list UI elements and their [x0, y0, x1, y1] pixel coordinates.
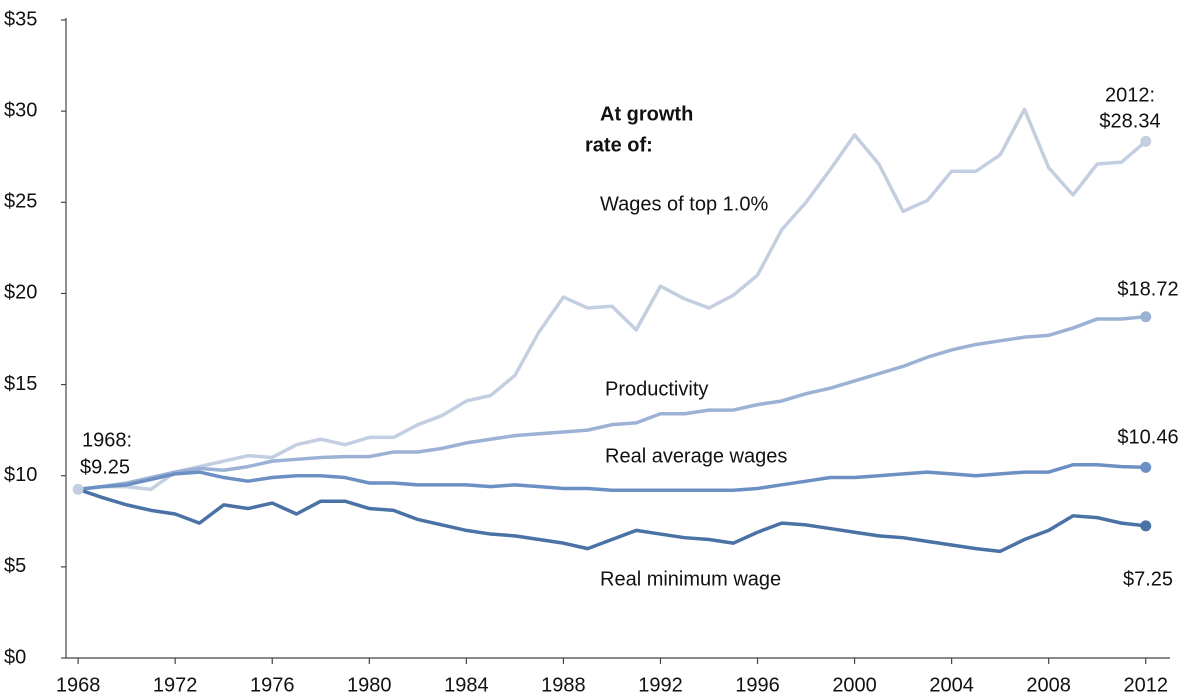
start-marker: [72, 483, 84, 495]
y-tick-label: $10: [4, 464, 37, 486]
y-tick-label: $0: [4, 646, 26, 668]
annotation: $18.72: [1117, 278, 1178, 300]
x-tick-label: 1988: [541, 674, 586, 696]
series-line: [77, 463, 1146, 493]
annotation: $9.25: [80, 456, 130, 478]
y-tick-label: $20: [4, 282, 37, 304]
x-tick-label: 1972: [153, 674, 198, 696]
annotation: 2012:: [1105, 84, 1155, 106]
series-label: Wages of top 1.0%: [600, 193, 768, 215]
y-tick-label: $25: [4, 191, 37, 213]
y-tick-label: $35: [4, 8, 37, 30]
end-marker: [1140, 135, 1152, 147]
end-marker: [1140, 461, 1152, 473]
x-tick-label: 2004: [929, 674, 974, 696]
y-tick-label: $5: [4, 555, 26, 577]
x-tick-label: 1980: [347, 674, 392, 696]
x-tick-label: 1992: [638, 674, 683, 696]
x-tick-label: 1976: [250, 674, 295, 696]
x-tick-label: 2008: [1026, 674, 1071, 696]
x-tick-label: 1968: [56, 674, 101, 696]
x-tick-label: 2012: [1123, 674, 1168, 696]
series-line: [77, 487, 1146, 554]
annotation: At growth: [600, 103, 693, 125]
annotation: $10.46: [1117, 426, 1178, 448]
x-tick-label: 2000: [832, 674, 877, 696]
end-marker: [1140, 520, 1152, 532]
y-tick-label: $15: [4, 373, 37, 395]
series-label: Real minimum wage: [600, 568, 781, 590]
annotation: $7.25: [1123, 568, 1173, 590]
series-line: [77, 315, 1146, 492]
annotation: $28.34: [1099, 110, 1160, 132]
annotation: 1968:: [82, 429, 132, 451]
y-tick-label: $30: [4, 99, 37, 121]
series-label: Productivity: [605, 378, 708, 400]
series-line: [77, 107, 1147, 492]
annotation: rate of:: [585, 134, 653, 156]
x-tick-label: 1996: [735, 674, 780, 696]
end-marker: [1140, 311, 1152, 323]
x-tick-label: 1984: [444, 674, 489, 696]
series-label: Real average wages: [605, 445, 787, 467]
